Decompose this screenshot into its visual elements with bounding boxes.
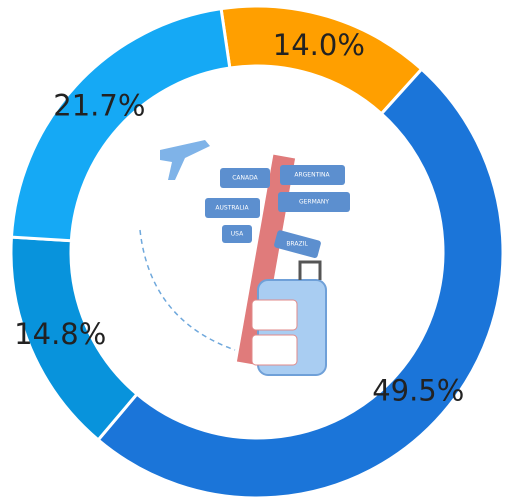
suitcase-pocket [252,335,297,365]
flight-path [140,230,235,350]
data-label: 21.7% [53,88,145,122]
sign-text: BRAZIL [286,241,308,248]
data-label: 49.5% [372,374,464,408]
suitcase-pocket [252,300,297,330]
center-illustration: CANADA ARGENTINA AUSTRALIA GERMANY USA B… [140,140,350,375]
sign-text: USA [231,231,244,238]
donut-segment [11,9,229,241]
sign-text: CANADA [232,175,258,182]
sign-text: GERMANY [299,199,329,206]
airplane [160,140,210,180]
chart: CANADA ARGENTINA AUSTRALIA GERMANY USA B… [0,0,514,504]
suitcase-handle [300,262,320,280]
sign-text: ARGENTINA [294,172,330,179]
data-label: 14.0% [273,28,365,62]
sign-text: AUSTRALIA [215,205,249,212]
data-label: 14.8% [14,317,106,351]
